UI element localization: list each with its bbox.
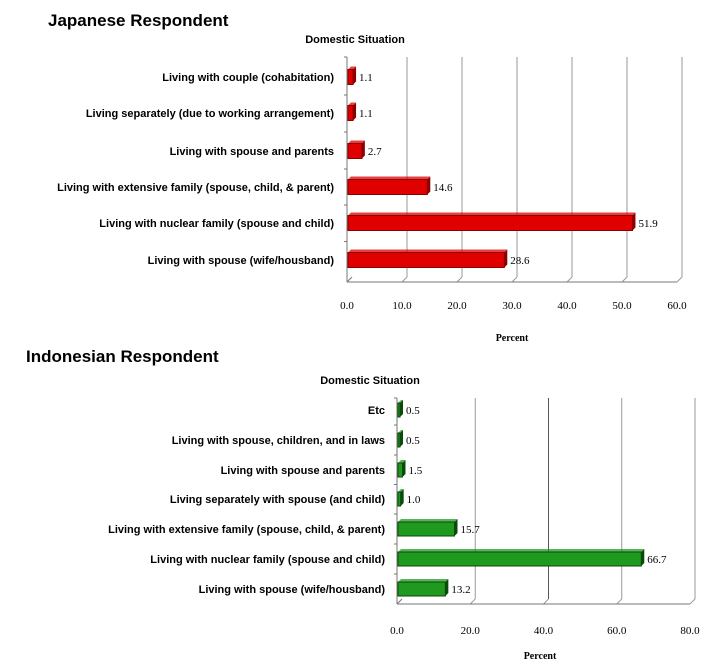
jp-bar — [347, 69, 354, 85]
jp-category-label: Living with spouse (wife/housband) — [148, 255, 335, 267]
jp-x-tick-label: 50.0 — [612, 300, 632, 312]
id-bar — [397, 462, 403, 478]
jp-bar-top — [348, 66, 357, 70]
id-gridline-foot — [689, 598, 696, 605]
id-category-label: Living with spouse and parents — [221, 465, 385, 477]
jp-category-label: Living separately (due to working arrang… — [86, 108, 334, 120]
jp-bar-side — [361, 140, 365, 159]
id-bar-top — [398, 549, 645, 552]
id-bar-side — [641, 549, 645, 566]
id-bar-top — [398, 430, 403, 433]
id-x-tick-label: 80.0 — [680, 625, 700, 637]
id-bar-side — [400, 430, 403, 447]
jp-x-tick-label: 0.0 — [340, 300, 354, 312]
id-bar — [397, 521, 456, 537]
jp-x-tick-label: 10.0 — [392, 300, 412, 312]
jp-value-label: 1.1 — [359, 72, 373, 84]
jp-bar-top — [348, 140, 365, 144]
id-gridline-foot — [616, 598, 623, 605]
id-x-tick-label: 60.0 — [607, 625, 627, 637]
jp-x-tick-label: 30.0 — [502, 300, 522, 312]
jp-bar-top — [348, 249, 508, 253]
id-x-axis-label: Percent — [524, 651, 557, 662]
jp-category-label: Living with extensive family (spouse, ch… — [57, 182, 334, 194]
jp-bar-side — [632, 212, 636, 231]
jp-bar — [347, 105, 354, 121]
jp-x-tick-label: 60.0 — [667, 300, 687, 312]
id-bar-top — [398, 519, 458, 522]
id-x-tick-label: 0.0 — [390, 625, 404, 637]
jp-bar — [347, 179, 428, 195]
jp-chart-title: Japanese Respondent — [48, 11, 229, 30]
id-bar — [397, 402, 401, 418]
jp-value-label: 28.6 — [510, 255, 530, 267]
jp-x-axis-label: Percent — [496, 333, 529, 344]
id-axis-corner — [396, 598, 403, 605]
id-bar — [397, 551, 642, 567]
id-chart-title: Indonesian Respondent — [26, 347, 219, 366]
jp-x-tick-label: 20.0 — [447, 300, 467, 312]
jp-gridline-foot — [511, 276, 518, 283]
id-value-label: 0.5 — [406, 435, 420, 447]
jp-gridline-foot — [566, 276, 573, 283]
id-bar-side — [400, 400, 403, 417]
jp-bar-top — [348, 176, 431, 180]
id-value-label: 15.7 — [461, 524, 481, 536]
jp-bar — [347, 215, 633, 231]
jp-bar — [347, 143, 363, 159]
id-value-label: 0.5 — [406, 405, 420, 417]
id-category-label: Living with extensive family (spouse, ch… — [108, 524, 385, 536]
jp-bar-top — [348, 102, 357, 106]
id-value-label: 66.7 — [647, 554, 667, 566]
jp-gridline-foot — [676, 276, 683, 283]
jp-chart-subtitle: Domestic Situation — [305, 34, 405, 46]
id-value-label: 1.0 — [407, 494, 421, 506]
jp-gridline-foot — [456, 276, 463, 283]
jp-value-label: 1.1 — [359, 108, 373, 120]
id-x-tick-label: 40.0 — [534, 625, 554, 637]
jp-category-label: Living with couple (cohabitation) — [162, 72, 334, 84]
id-bar-side — [400, 489, 404, 506]
id-bar-top — [398, 489, 404, 492]
id-category-label: Living with spouse, children, and in law… — [172, 435, 385, 447]
id-gridline-foot — [543, 598, 549, 605]
id-bar-top — [398, 400, 403, 403]
id-category-label: Living with spouse (wife/housband) — [199, 584, 386, 596]
jp-axis-corner — [346, 276, 353, 283]
id-category-label: Living with nuclear family (spouse and c… — [150, 554, 385, 566]
jp-bar — [347, 252, 505, 268]
jp-x-tick-label: 40.0 — [557, 300, 577, 312]
id-value-label: 13.2 — [451, 584, 470, 596]
jp-category-label: Living with spouse and parents — [170, 146, 334, 158]
japanese-chart: Japanese Respondent Domestic Situation 0.0… — [48, 11, 687, 344]
id-x-tick-label: 20.0 — [461, 625, 481, 637]
id-category-label: Living separately with spouse (and child… — [170, 494, 385, 506]
id-value-label: 1.5 — [408, 465, 422, 477]
jp-bar-side — [353, 66, 357, 85]
jp-gridline-foot — [621, 276, 628, 283]
id-bar-top — [398, 460, 406, 463]
id-bar-side — [454, 519, 458, 536]
id-bar-side — [445, 579, 449, 596]
jp-bar-side — [504, 249, 508, 268]
id-bar — [397, 581, 446, 597]
jp-bar-side — [427, 176, 431, 195]
id-category-label: Etc — [368, 405, 385, 417]
id-bar-top — [398, 579, 449, 582]
jp-bar-top — [348, 212, 636, 216]
id-chart-subtitle: Domestic Situation — [320, 375, 420, 387]
jp-value-label: 2.7 — [368, 146, 382, 158]
jp-gridline-foot — [401, 276, 408, 283]
id-gridline-foot — [469, 598, 476, 605]
indonesian-chart: Indonesian Respondent Domestic Situation 0… — [26, 347, 700, 662]
id-bar — [397, 432, 401, 448]
jp-bar-side — [353, 102, 357, 121]
id-bar-side — [402, 460, 406, 477]
id-bar — [397, 491, 402, 507]
jp-value-label: 14.6 — [433, 182, 453, 194]
jp-value-label: 51.9 — [638, 218, 658, 230]
jp-category-label: Living with nuclear family (spouse and c… — [99, 218, 334, 230]
